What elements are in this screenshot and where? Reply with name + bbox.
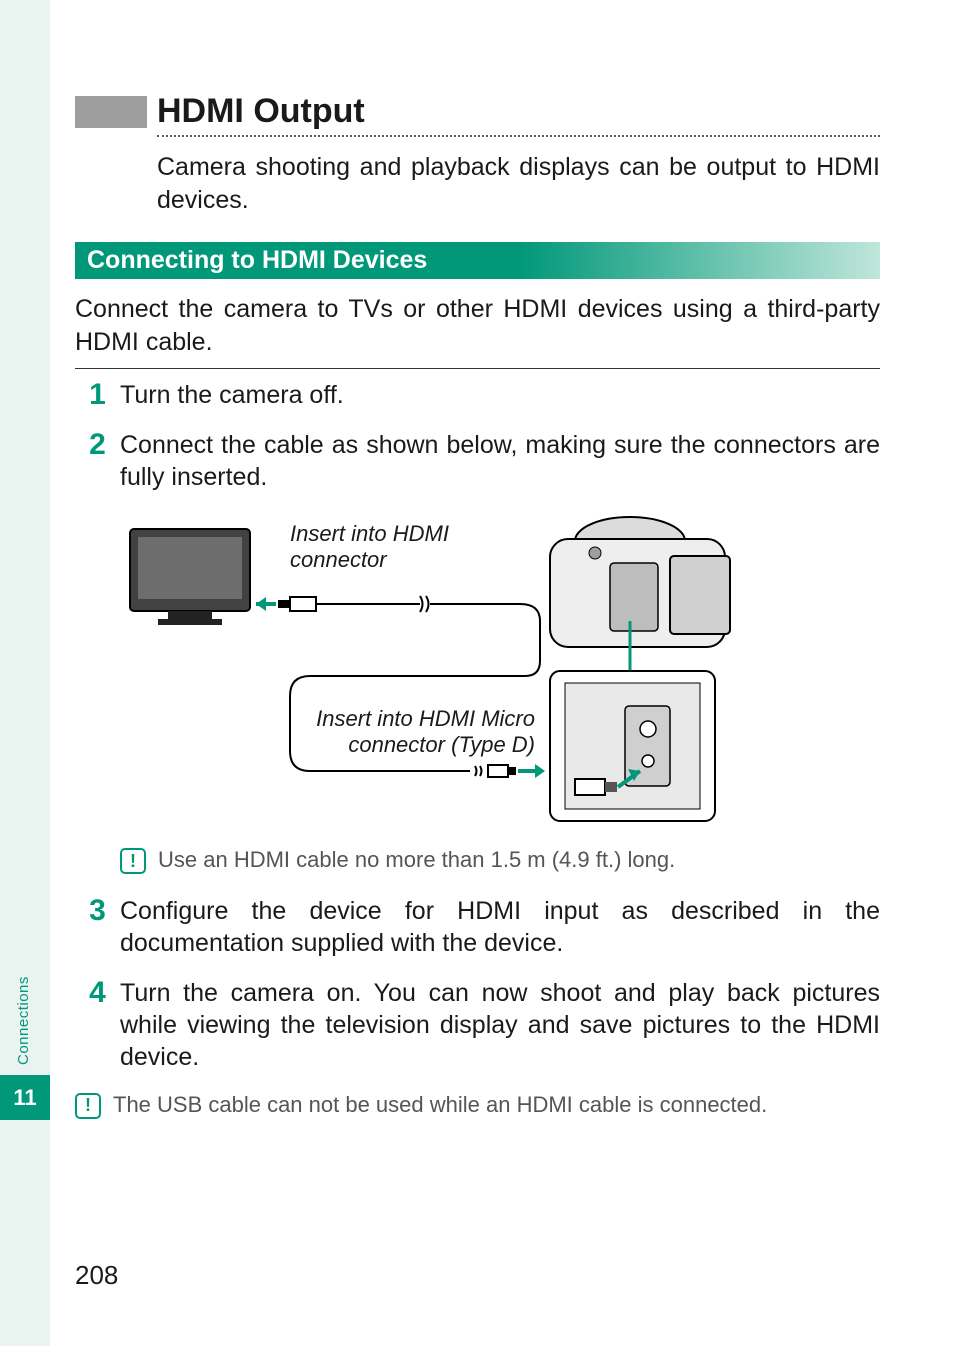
note-text: The USB cable can not be used while an H… <box>113 1091 767 1120</box>
step-text: Turn the camera on. You can now shoot an… <box>120 977 880 1073</box>
section-intro: Connect the camera to TVs or other HDMI … <box>75 293 880 358</box>
step-number: 2 <box>75 429 120 493</box>
caution-icon: ! <box>120 848 146 874</box>
page-title: HDMI Output <box>157 92 365 131</box>
step-2: 2 Connect the cable as shown below, maki… <box>75 429 880 493</box>
divider <box>75 368 880 369</box>
section-heading: Connecting to HDMI Devices <box>75 242 880 279</box>
note-text: Use an HDMI cable no more than 1.5 m (4.… <box>158 846 675 875</box>
diagram-caption-tv: Insert into HDMI connector <box>290 521 470 574</box>
page-number: 208 <box>75 1260 118 1291</box>
title-marker <box>75 96 147 128</box>
chapter-number-tab: 11 <box>0 1075 50 1120</box>
note-cable-length: ! Use an HDMI cable no more than 1.5 m (… <box>120 846 880 875</box>
step-number: 1 <box>75 379 120 411</box>
note-usb: ! The USB cable can not be used while an… <box>75 1091 880 1120</box>
title-row: HDMI Output <box>75 92 880 131</box>
step-3: 3 Configure the device for HDMI input as… <box>75 895 880 959</box>
connection-diagram: Insert into HDMI connector Insert into H… <box>120 511 760 826</box>
chapter-number: 11 <box>13 1085 36 1111</box>
step-number: 3 <box>75 895 120 959</box>
caution-icon: ! <box>75 1093 101 1119</box>
title-underline <box>157 135 880 137</box>
intro-text: Camera shooting and playback displays ca… <box>157 151 880 216</box>
diagram-caption-camera: Insert into HDMI Micro connector (Type D… <box>295 706 535 759</box>
left-strip <box>0 0 50 1346</box>
chapter-label: Connections <box>15 976 32 1065</box>
step-text: Connect the cable as shown below, making… <box>120 429 880 493</box>
page-content: HDMI Output Camera shooting and playback… <box>75 92 880 1139</box>
step-number: 4 <box>75 977 120 1073</box>
step-1: 1 Turn the camera off. <box>75 379 880 411</box>
step-text: Configure the device for HDMI input as d… <box>120 895 880 959</box>
step-text: Turn the camera off. <box>120 379 880 411</box>
step-4: 4 Turn the camera on. You can now shoot … <box>75 977 880 1073</box>
